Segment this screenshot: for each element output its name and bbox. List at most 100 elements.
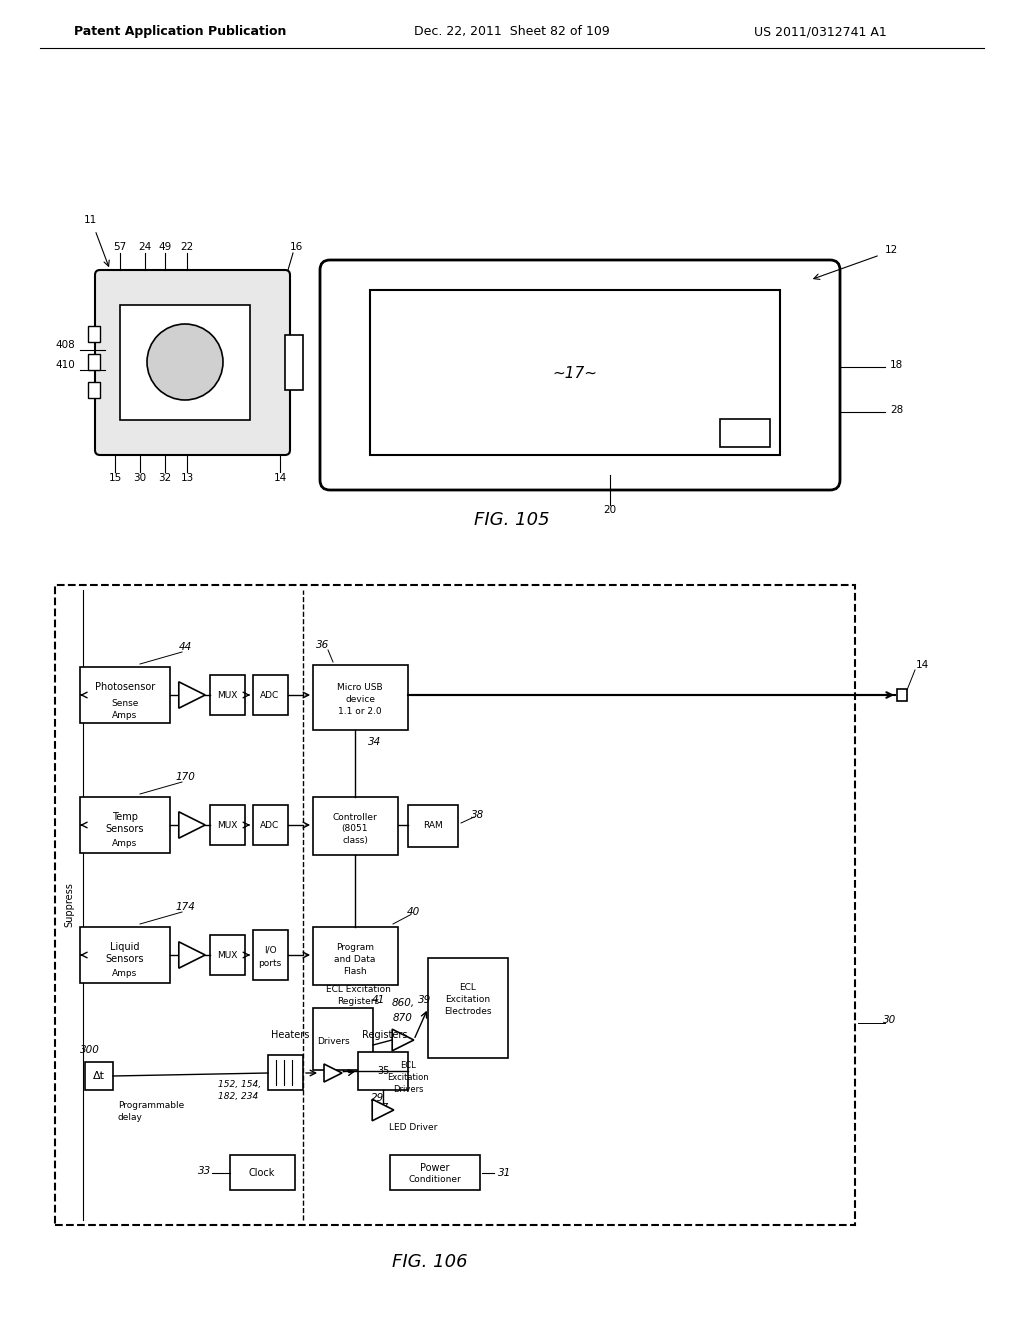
Bar [120, 305, 250, 420]
Bar [253, 675, 288, 715]
Text: device: device [345, 696, 375, 705]
Text: Flash: Flash [343, 966, 367, 975]
Text: Power: Power [420, 1163, 450, 1173]
Bar [390, 1155, 480, 1191]
Bar [88, 354, 100, 370]
Text: Registers: Registers [362, 1030, 408, 1040]
Text: 31: 31 [498, 1168, 511, 1177]
Bar [80, 667, 170, 723]
Text: 170: 170 [175, 772, 195, 781]
Text: Heaters: Heaters [270, 1030, 309, 1040]
Text: ~17~: ~17~ [553, 366, 597, 380]
Text: 28: 28 [890, 405, 903, 414]
Text: Photosensor: Photosensor [95, 682, 155, 692]
Text: FIG. 105: FIG. 105 [474, 511, 550, 529]
Text: Amps: Amps [113, 838, 137, 847]
Text: Program: Program [336, 942, 374, 952]
Bar [720, 418, 770, 447]
Bar [88, 326, 100, 342]
Text: 182, 234: 182, 234 [218, 1093, 258, 1101]
Text: US 2011/0312741 A1: US 2011/0312741 A1 [754, 25, 887, 38]
Bar [358, 1052, 408, 1090]
Text: Clock: Clock [249, 1168, 275, 1177]
Text: FIG. 106: FIG. 106 [392, 1253, 468, 1271]
Circle shape [147, 323, 223, 400]
Text: 1.1 or 2.0: 1.1 or 2.0 [338, 708, 382, 717]
Text: MUX: MUX [217, 821, 238, 829]
Text: ports: ports [258, 958, 282, 968]
Text: Micro USB: Micro USB [337, 684, 383, 693]
Text: Excitation: Excitation [387, 1072, 429, 1081]
Text: 15: 15 [109, 473, 122, 483]
Text: 30: 30 [884, 1015, 897, 1026]
Text: LED Driver: LED Driver [389, 1123, 437, 1133]
Text: I/O: I/O [264, 945, 276, 954]
Bar [88, 381, 100, 399]
Text: Liquid: Liquid [111, 942, 139, 952]
Text: 41: 41 [372, 995, 385, 1005]
Text: (8051: (8051 [342, 825, 369, 833]
Bar [80, 797, 170, 853]
Bar [268, 1055, 303, 1090]
Text: ADC: ADC [260, 821, 280, 829]
Text: Drivers: Drivers [316, 1038, 349, 1047]
Text: 32: 32 [159, 473, 172, 483]
Text: Excitation: Excitation [445, 995, 490, 1005]
Bar [370, 290, 780, 455]
Text: 34: 34 [369, 737, 382, 747]
Polygon shape [179, 941, 205, 968]
Text: ECL: ECL [400, 1060, 416, 1069]
Text: Amps: Amps [113, 969, 137, 978]
Text: Suppress: Suppress [63, 883, 74, 928]
Text: 24: 24 [138, 242, 152, 252]
FancyBboxPatch shape [95, 271, 290, 455]
Text: Amps: Amps [113, 710, 137, 719]
Text: ECL Excitation: ECL Excitation [326, 986, 390, 994]
Text: 12: 12 [885, 246, 898, 255]
Polygon shape [372, 1100, 394, 1121]
Text: 33: 33 [199, 1166, 212, 1176]
Bar [210, 675, 245, 715]
Text: Controller: Controller [333, 813, 378, 821]
Text: 870: 870 [393, 1012, 413, 1023]
Text: class): class) [342, 837, 368, 846]
Text: 39: 39 [419, 995, 432, 1005]
Text: 13: 13 [180, 473, 194, 483]
Text: 20: 20 [603, 506, 616, 515]
Text: 30: 30 [133, 473, 146, 483]
Bar [313, 1008, 373, 1071]
Text: 38: 38 [471, 810, 484, 820]
Text: MUX: MUX [217, 950, 238, 960]
Text: delay: delay [118, 1113, 143, 1122]
Text: 152, 154,: 152, 154, [218, 1081, 261, 1089]
Text: 29: 29 [372, 1093, 385, 1104]
Polygon shape [179, 812, 205, 838]
Text: Sensors: Sensors [105, 824, 144, 834]
Bar [55, 585, 855, 1225]
Text: 18: 18 [890, 360, 903, 370]
Text: 36: 36 [316, 640, 330, 649]
Polygon shape [179, 682, 205, 709]
Text: Sense: Sense [112, 698, 138, 708]
Text: 57: 57 [114, 242, 127, 252]
Bar [897, 689, 907, 701]
Text: Δt: Δt [93, 1071, 105, 1081]
Text: 410: 410 [55, 360, 75, 370]
Bar [313, 927, 398, 985]
Bar [210, 935, 245, 975]
Text: 14: 14 [915, 660, 929, 671]
Text: 408: 408 [55, 341, 75, 350]
Text: MUX: MUX [217, 690, 238, 700]
Bar [85, 1063, 113, 1090]
Text: Conditioner: Conditioner [409, 1176, 462, 1184]
Text: 49: 49 [159, 242, 172, 252]
Text: Dec. 22, 2011  Sheet 82 of 109: Dec. 22, 2011 Sheet 82 of 109 [414, 25, 610, 38]
Text: Electrodes: Electrodes [444, 1007, 492, 1016]
Text: and Data: and Data [334, 954, 376, 964]
Bar [80, 927, 170, 983]
Text: 22: 22 [180, 242, 194, 252]
Text: 16: 16 [290, 242, 303, 252]
Text: Drivers: Drivers [393, 1085, 423, 1093]
Text: ADC: ADC [260, 690, 280, 700]
Text: START: START [732, 429, 758, 437]
